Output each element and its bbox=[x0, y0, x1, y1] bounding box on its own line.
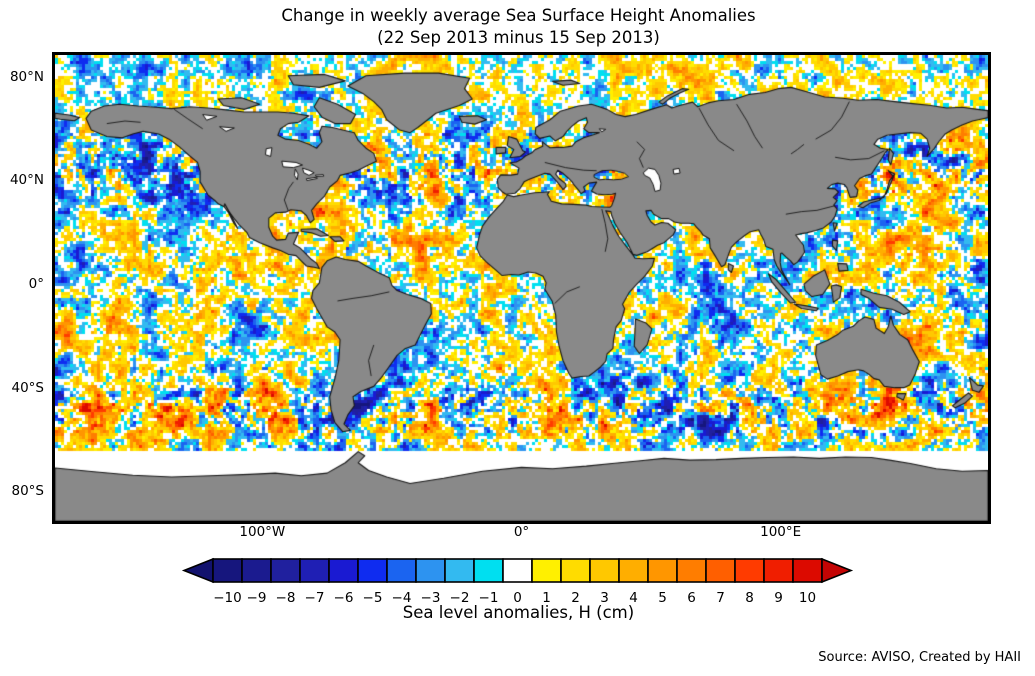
colorbar-tick-label: −5 bbox=[363, 590, 383, 606]
colorbar-tick-label: 7 bbox=[716, 590, 725, 606]
colorbar-tick-label: 5 bbox=[658, 590, 667, 606]
lon-tick-label: 100°W bbox=[239, 524, 286, 540]
colorbar-over-arrow bbox=[821, 557, 854, 584]
colorbar-label: Sea level anomalies, H (cm) bbox=[402, 603, 635, 622]
colorbar-tick-label: −7 bbox=[305, 590, 325, 606]
colorbar-tick-label: 10 bbox=[799, 590, 816, 606]
lat-tick-label: 0° bbox=[28, 276, 44, 292]
colorbar-tick-label: −6 bbox=[334, 590, 354, 606]
colorbar-cell bbox=[357, 558, 388, 583]
colorbar-tick-label: 6 bbox=[687, 590, 696, 606]
colorbar-tick-label: 0 bbox=[513, 590, 522, 606]
colorbar-tick-label: 2 bbox=[571, 590, 580, 606]
lat-tick-label: 40°N bbox=[9, 172, 44, 189]
colorbar-tick-label: −10 bbox=[213, 590, 242, 606]
chart-subtitle: (22 Sep 2013 minus 15 Sep 2013) bbox=[377, 28, 660, 47]
colorbar-cell bbox=[415, 558, 446, 583]
map-plot-area bbox=[52, 52, 991, 524]
chart-title: Change in weekly average Sea Surface Hei… bbox=[281, 6, 756, 25]
colorbar-tick-label: −2 bbox=[450, 590, 470, 606]
lat-tick-label: 40°S bbox=[11, 379, 45, 396]
colorbar-cell bbox=[647, 558, 678, 583]
colorbar-tick-label: −3 bbox=[421, 590, 441, 606]
colorbar-tick-label: 8 bbox=[745, 590, 754, 606]
colorbar-cell bbox=[386, 558, 417, 583]
colorbar-cell bbox=[444, 558, 475, 583]
lat-tick-label: 80°N bbox=[9, 68, 44, 85]
colorbar-cell bbox=[299, 558, 330, 583]
colorbar-cell bbox=[241, 558, 272, 583]
colorbar-cell bbox=[328, 558, 359, 583]
world-anomaly-map-canvas bbox=[55, 55, 988, 521]
colorbar-cell bbox=[734, 558, 765, 583]
colorbar-tick-label: −4 bbox=[392, 590, 412, 606]
lon-tick-label: 0° bbox=[513, 524, 530, 540]
colorbar-under-arrow bbox=[181, 557, 214, 584]
colorbar-cell bbox=[270, 558, 301, 583]
colorbar-cell bbox=[792, 558, 823, 583]
colorbar-tick-label: 1 bbox=[542, 590, 551, 606]
colorbar-tick-label: 3 bbox=[600, 590, 609, 606]
colorbar-tick-label: −8 bbox=[276, 590, 296, 606]
colorbar-tick-label: −1 bbox=[479, 590, 499, 606]
colorbar: −10 −9 −8 −7 −6 −5 −4 −3 −2 −1 0 1 2 3 4 5 6 7 8 9 10 bbox=[181, 557, 854, 606]
source-attribution: Source: AVISO, Created by HAII bbox=[818, 650, 1021, 665]
colorbar-cell bbox=[589, 558, 620, 583]
lat-tick-label: 80°S bbox=[11, 483, 45, 500]
colorbar-cell bbox=[473, 558, 504, 583]
colorbar-cell bbox=[763, 558, 794, 583]
colorbar-cell bbox=[676, 558, 707, 583]
colorbar-cell bbox=[212, 558, 243, 583]
colorbar-tick-label: −9 bbox=[247, 590, 267, 606]
lon-tick-label: 100°E bbox=[760, 524, 802, 540]
colorbar-cell bbox=[560, 558, 591, 583]
colorbar-tick-label: 4 bbox=[629, 590, 638, 606]
colorbar-cell bbox=[705, 558, 736, 583]
colorbar-cell bbox=[531, 558, 562, 583]
colorbar-cell bbox=[618, 558, 649, 583]
colorbar-cell bbox=[502, 558, 533, 583]
colorbar-tick-label: 9 bbox=[774, 590, 783, 606]
